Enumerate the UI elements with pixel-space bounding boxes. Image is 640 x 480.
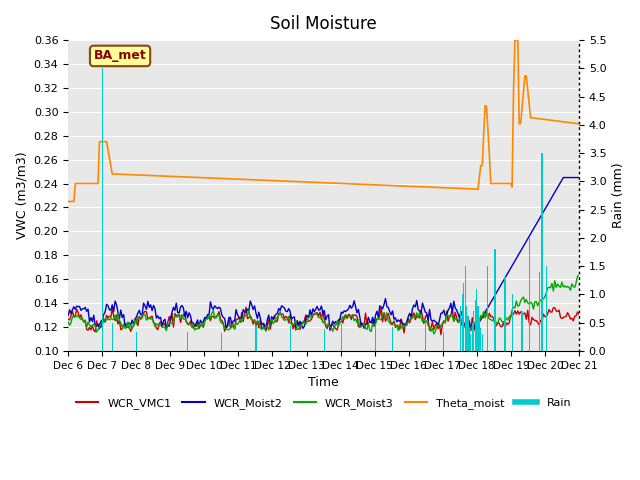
Bar — [480, 328, 481, 351]
Bar — [340, 324, 342, 351]
Bar — [187, 332, 188, 351]
Bar — [112, 323, 113, 351]
Bar — [255, 325, 257, 351]
Bar — [425, 324, 426, 351]
Y-axis label: VWC (m3/m3): VWC (m3/m3) — [15, 152, 28, 240]
Bar — [469, 328, 470, 351]
Bar — [461, 294, 463, 351]
Bar — [522, 312, 523, 351]
Bar — [465, 266, 466, 351]
Bar — [511, 294, 513, 351]
Bar — [487, 266, 488, 351]
Bar — [476, 288, 477, 351]
Bar — [541, 153, 543, 351]
X-axis label: Time: Time — [308, 376, 339, 389]
Bar — [474, 300, 476, 351]
Legend: WCR_VMC1, WCR_Moist2, WCR_Moist3, Theta_moist, Rain: WCR_VMC1, WCR_Moist2, WCR_Moist3, Theta_… — [72, 394, 575, 414]
Bar — [467, 317, 468, 351]
Bar — [479, 317, 480, 351]
Bar — [546, 266, 547, 351]
Bar — [324, 328, 325, 351]
Bar — [463, 283, 464, 351]
Bar — [102, 68, 103, 351]
Bar — [466, 306, 467, 351]
Bar — [136, 332, 137, 351]
Bar — [221, 334, 222, 351]
Title: Soil Moisture: Soil Moisture — [270, 15, 377, 33]
Bar — [375, 325, 376, 351]
Bar — [482, 334, 483, 351]
Y-axis label: Rain (mm): Rain (mm) — [612, 163, 625, 228]
Bar — [477, 306, 479, 351]
Bar — [504, 277, 506, 351]
Bar — [289, 326, 291, 351]
Bar — [472, 323, 473, 351]
Bar — [460, 306, 461, 351]
Bar — [539, 272, 540, 351]
Bar — [529, 238, 530, 351]
Bar — [392, 327, 393, 351]
Bar — [473, 312, 474, 351]
Bar — [470, 334, 472, 351]
Text: BA_met: BA_met — [93, 49, 147, 62]
